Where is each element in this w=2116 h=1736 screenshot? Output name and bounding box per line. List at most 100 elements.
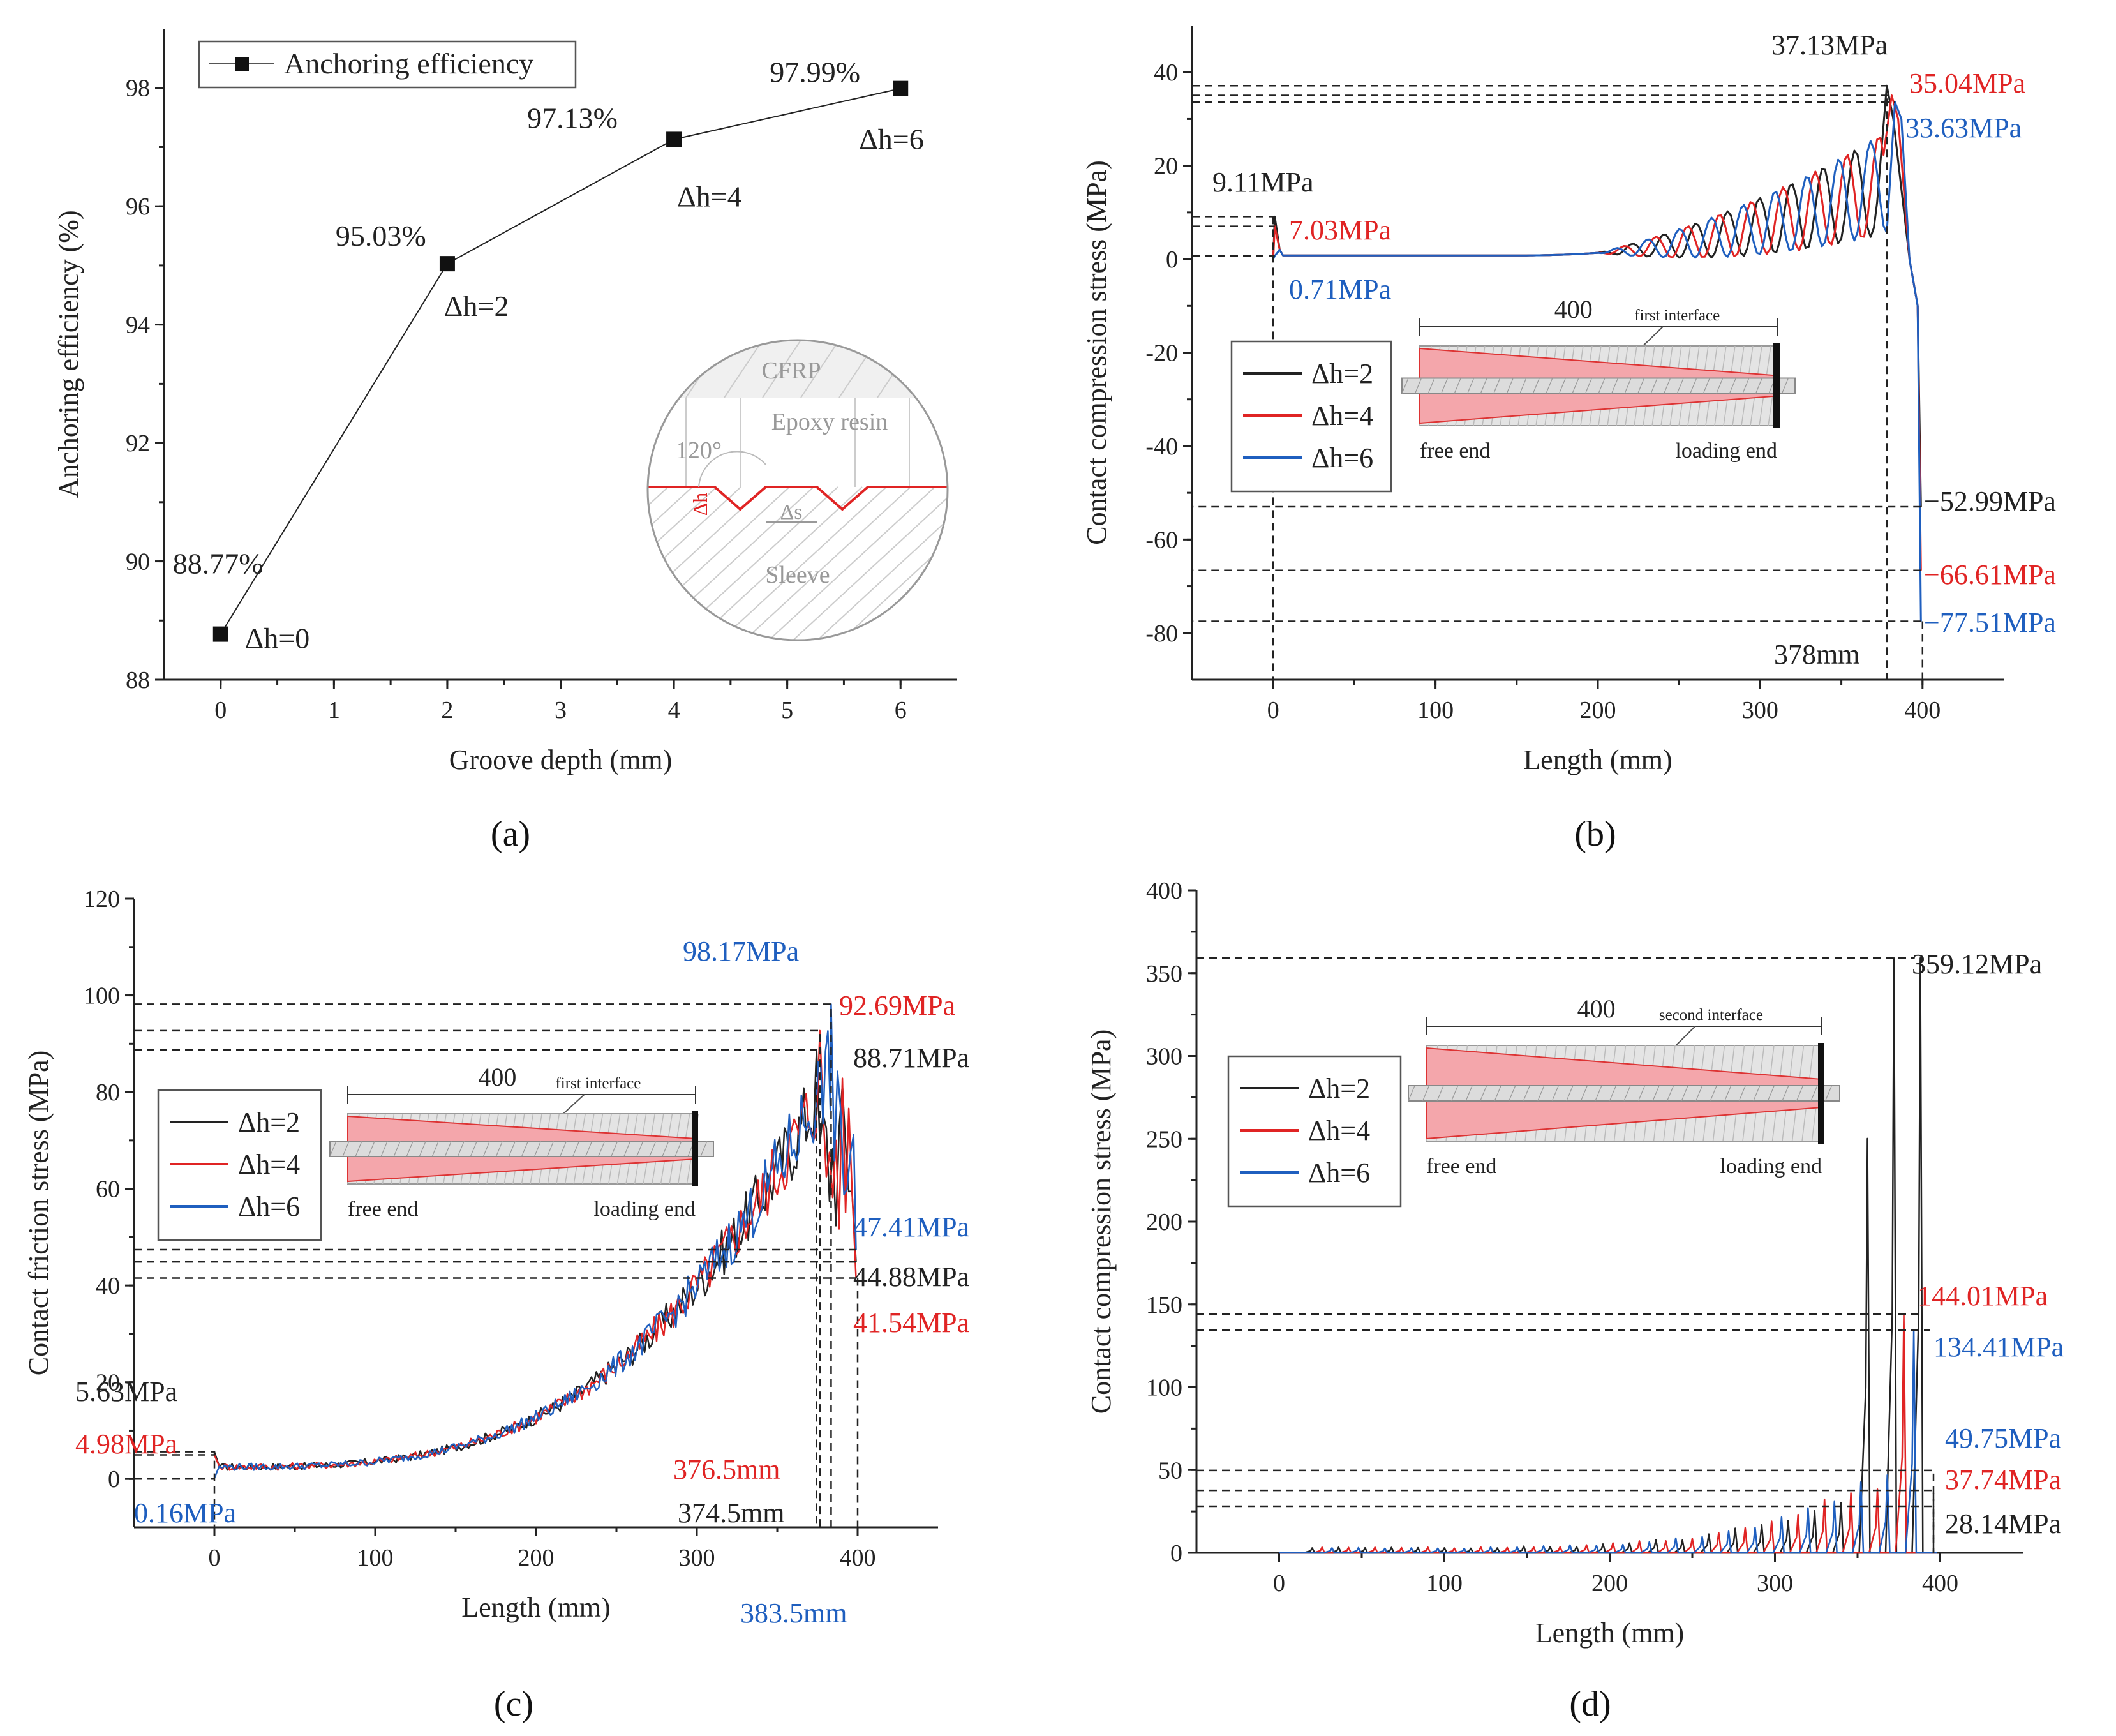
c-inset-rod-hatch bbox=[329, 1141, 337, 1157]
b-annotation: 0.71MPa bbox=[1289, 274, 1391, 305]
b-inset-free-end: free end bbox=[1420, 439, 1490, 463]
a-legend-marker bbox=[235, 57, 249, 71]
d-x-tick-label: 400 bbox=[1922, 1570, 1958, 1597]
b-annotation: 378mm bbox=[1774, 639, 1859, 670]
b-inset-rod-hatch bbox=[1650, 378, 1658, 394]
d-inset-rod-hatch bbox=[1480, 1085, 1487, 1102]
c-inset-rod-hatch bbox=[636, 1141, 644, 1157]
c-inset-interface-label: first interface bbox=[555, 1075, 641, 1092]
c-inset-length: 400 bbox=[478, 1063, 516, 1091]
a-y-tick-label: 90 bbox=[126, 549, 150, 576]
b-y-tick-label: -40 bbox=[1145, 433, 1178, 460]
b-inset-rod-hatch bbox=[1532, 378, 1540, 394]
c-inset-rod-hatch bbox=[572, 1141, 580, 1157]
d-inset-rod-hatch bbox=[1738, 1085, 1746, 1102]
c-inset-diagram: 400 first interface free end loading end bbox=[329, 1063, 714, 1221]
c-inset-end-plate bbox=[692, 1111, 698, 1186]
a-value-label: 95.03% bbox=[336, 220, 426, 252]
d-y-tick-label: 200 bbox=[1146, 1209, 1182, 1236]
a-y-tick-label: 88 bbox=[126, 667, 150, 694]
a-inset-sleeve-hatch bbox=[768, 486, 935, 640]
c-x-tick-label: 100 bbox=[357, 1545, 394, 1571]
c-x-tick-label: 0 bbox=[209, 1545, 221, 1571]
d-inset-rod-hatch bbox=[1796, 1085, 1803, 1102]
b-inset-rod-hatch bbox=[1427, 378, 1435, 394]
d-y-tick-label: 50 bbox=[1158, 1457, 1182, 1484]
a-inset-sleeve-hatch bbox=[720, 486, 887, 640]
d-y-tick-label: 350 bbox=[1146, 961, 1182, 987]
d-inset-rod-hatch bbox=[1724, 1085, 1732, 1102]
c-inset-rod-hatch bbox=[355, 1141, 362, 1157]
b-inset-rod-hatch bbox=[1624, 378, 1632, 394]
b-inset-end-plate bbox=[1773, 343, 1780, 428]
c-inset-rod-hatch bbox=[470, 1141, 477, 1157]
a-x-tick-label: 2 bbox=[441, 697, 453, 724]
b-annotation: 37.13MPa bbox=[1771, 29, 1888, 61]
d-inset-rod-hatch bbox=[1637, 1085, 1646, 1102]
b-inset-rod-hatch bbox=[1493, 378, 1501, 394]
d-inset-rod-hatch bbox=[1551, 1085, 1559, 1102]
b-inset-rod-hatch bbox=[1611, 378, 1619, 394]
d-legend-label: Δh=2 bbox=[1308, 1073, 1370, 1104]
b-x-tick-label: 100 bbox=[1417, 697, 1454, 724]
c-inset-rod-hatch bbox=[368, 1141, 375, 1157]
b-inset-rod-hatch bbox=[1781, 378, 1789, 394]
c-inset-rod-hatch bbox=[431, 1141, 439, 1157]
d-legend: Δh=2 Δh=4 Δh=6 bbox=[1227, 1055, 1402, 1208]
c-annotation: 47.41MPa bbox=[853, 1211, 969, 1243]
d-inset-rod-hatch bbox=[1509, 1085, 1516, 1102]
d-x-tick-label: 100 bbox=[1426, 1570, 1463, 1597]
d-y-axis-title: Contact compression stress (MPa) bbox=[1085, 1029, 1117, 1414]
c-annotation: 4.98MPa bbox=[75, 1428, 177, 1460]
a-inset-dh-label: Δh bbox=[689, 493, 712, 516]
b-inset-interface-label: first interface bbox=[1634, 307, 1720, 324]
b-x-tick-label: 300 bbox=[1742, 697, 1778, 724]
d-inset-rod-hatch bbox=[1537, 1085, 1545, 1102]
a-inset-cfrp-hatch bbox=[762, 340, 801, 398]
b-x-axis-title: Length (mm) bbox=[1523, 744, 1672, 775]
a-inset-angle-label: 120° bbox=[676, 437, 722, 464]
d-x-tick-label: 0 bbox=[1273, 1570, 1285, 1597]
b-annotation: 7.03MPa bbox=[1289, 214, 1391, 246]
a-data-point bbox=[212, 626, 228, 642]
a-legend-label: Anchoring efficiency bbox=[284, 47, 533, 80]
d-inset-loading-end: loading end bbox=[1720, 1155, 1822, 1178]
b-inset-rod-hatch bbox=[1755, 378, 1762, 394]
b-y-axis-title: Contact compression stress (MPa) bbox=[1081, 160, 1112, 544]
c-inset-loading-end: loading end bbox=[593, 1197, 696, 1221]
b-inset-rod-hatch bbox=[1401, 378, 1409, 394]
d-inset-rod-hatch bbox=[1494, 1085, 1501, 1102]
c-inset-rod-hatch bbox=[380, 1141, 388, 1157]
a-value-label: 97.99% bbox=[770, 56, 860, 89]
c-annotation: 92.69MPa bbox=[839, 990, 955, 1021]
b-inset-rod-hatch bbox=[1519, 378, 1527, 394]
b-inset-rod-hatch bbox=[1572, 378, 1579, 394]
a-inset-sleeve-hatch bbox=[744, 486, 911, 640]
b-inset-rod-hatch bbox=[1584, 378, 1593, 394]
d-inset-rod-hatch bbox=[1767, 1085, 1775, 1102]
c-annotation: 383.5mm bbox=[740, 1598, 847, 1629]
d-inset-rod-hatch bbox=[1623, 1085, 1631, 1102]
b-legend-label: Δh=6 bbox=[1311, 442, 1373, 474]
a-depth-label: Δh=6 bbox=[859, 123, 924, 156]
b-panel-label: (b) bbox=[1574, 814, 1616, 854]
c-inset-rod-hatch bbox=[560, 1141, 567, 1157]
a-inset-circle bbox=[646, 339, 949, 641]
d-inset-rod-hatch bbox=[1451, 1085, 1459, 1102]
c-inset-rod-hatch bbox=[533, 1141, 542, 1157]
a-y-tick-label: 94 bbox=[126, 312, 150, 339]
d-annotation: 144.01MPa bbox=[1918, 1280, 2048, 1312]
c-inset-rod-hatch bbox=[700, 1141, 708, 1157]
a-inset-ds-label: Δs bbox=[780, 500, 802, 524]
c-annotation: 0.16MPa bbox=[134, 1497, 236, 1529]
c-annotation: 41.54MPa bbox=[853, 1307, 969, 1338]
a-inset-sleeve-hatch bbox=[841, 486, 948, 640]
a-inset-sleeve-hatch bbox=[793, 486, 948, 640]
d-y-tick-label: 0 bbox=[1170, 1540, 1182, 1567]
d-panel-label: (d) bbox=[1569, 1684, 1611, 1724]
a-x-axis-title: Groove depth (mm) bbox=[449, 744, 672, 775]
c-series bbox=[213, 1003, 857, 1479]
d-inset-rod-hatch bbox=[1566, 1085, 1574, 1102]
b-annotation: 9.11MPa bbox=[1212, 167, 1314, 198]
a-y-tick-label: 92 bbox=[126, 430, 150, 457]
